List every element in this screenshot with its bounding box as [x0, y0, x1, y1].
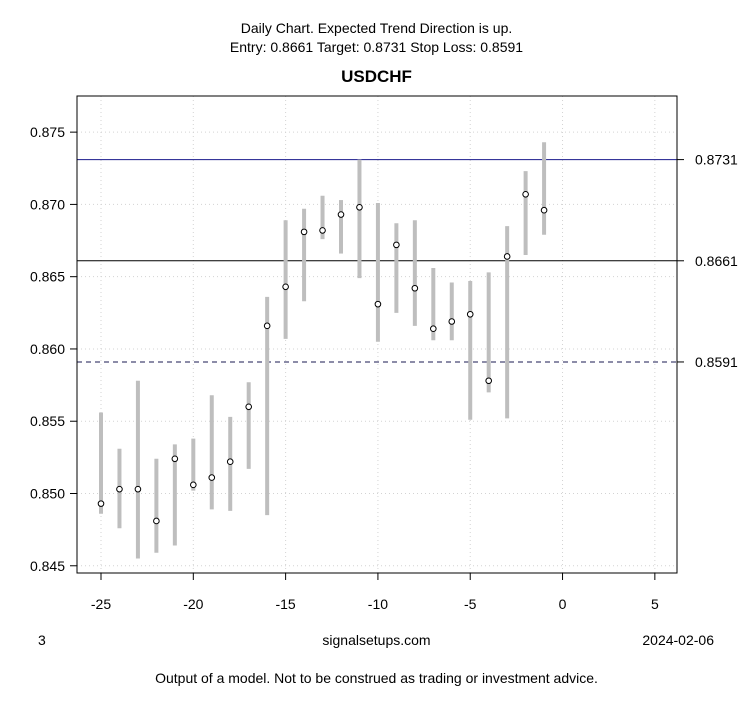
close-point: [282, 283, 289, 291]
close-point: [319, 227, 326, 234]
right-axis-label: 0.8731: [695, 152, 738, 168]
chart-subtitle-line1: Daily Chart. Expected Trend Direction is…: [240, 20, 513, 36]
y-axis-tick-label: 0.845: [30, 558, 65, 574]
close-point: [134, 485, 142, 493]
close-point: [466, 310, 474, 318]
right-axis-label: 0.8661: [695, 253, 738, 269]
close-point: [540, 206, 548, 214]
close-point: [190, 481, 197, 489]
x-axis-tick-label: -5: [464, 596, 477, 612]
x-axis-tick-label: 5: [651, 596, 659, 612]
close-point: [522, 190, 529, 198]
close-point: [393, 241, 400, 249]
y-axis-tick-label: 0.860: [30, 341, 65, 357]
close-point: [171, 455, 179, 463]
close-point: [116, 485, 123, 493]
plot-frame: [76, 95, 678, 574]
y-axis-tick-label: 0.850: [30, 486, 65, 502]
y-axis-tick-label: 0.870: [30, 196, 65, 212]
close-point: [485, 377, 492, 385]
close-point: [337, 211, 345, 218]
footer-date-label: 2024-02-06: [642, 632, 714, 648]
x-axis-tick-label: -20: [183, 596, 203, 612]
close-point: [411, 284, 419, 292]
footer-site-label: signalsetups.com: [322, 632, 431, 648]
x-axis-tick-label: 0: [559, 596, 567, 612]
close-point: [263, 322, 271, 330]
x-axis-tick-label: -25: [91, 596, 111, 612]
x-axis-tick-label: -15: [275, 596, 295, 612]
close-point: [503, 253, 511, 260]
close-point: [374, 300, 382, 308]
x-axis-tick-label: -10: [368, 596, 388, 612]
y-axis-tick-label: 0.875: [30, 124, 65, 140]
footer-left-label: 3: [38, 632, 46, 648]
close-point: [226, 458, 234, 466]
close-point: [97, 500, 105, 507]
right-axis-label: 0.8591: [695, 354, 738, 370]
y-axis-tick-label: 0.865: [30, 269, 65, 285]
close-point: [245, 403, 252, 411]
close-point: [300, 228, 308, 236]
disclaimer: Output of a model. Not to be construed a…: [155, 670, 598, 686]
close-point: [430, 325, 437, 333]
close-point: [448, 318, 456, 325]
chart-subtitle-line2: Entry: 0.8661 Target: 0.8731 Stop Loss: …: [229, 39, 524, 55]
close-point: [208, 474, 216, 481]
y-axis-tick-label: 0.855: [30, 413, 65, 429]
chart-title: USDCHF: [341, 67, 412, 86]
close-point: [356, 204, 363, 211]
close-point: [153, 517, 160, 525]
